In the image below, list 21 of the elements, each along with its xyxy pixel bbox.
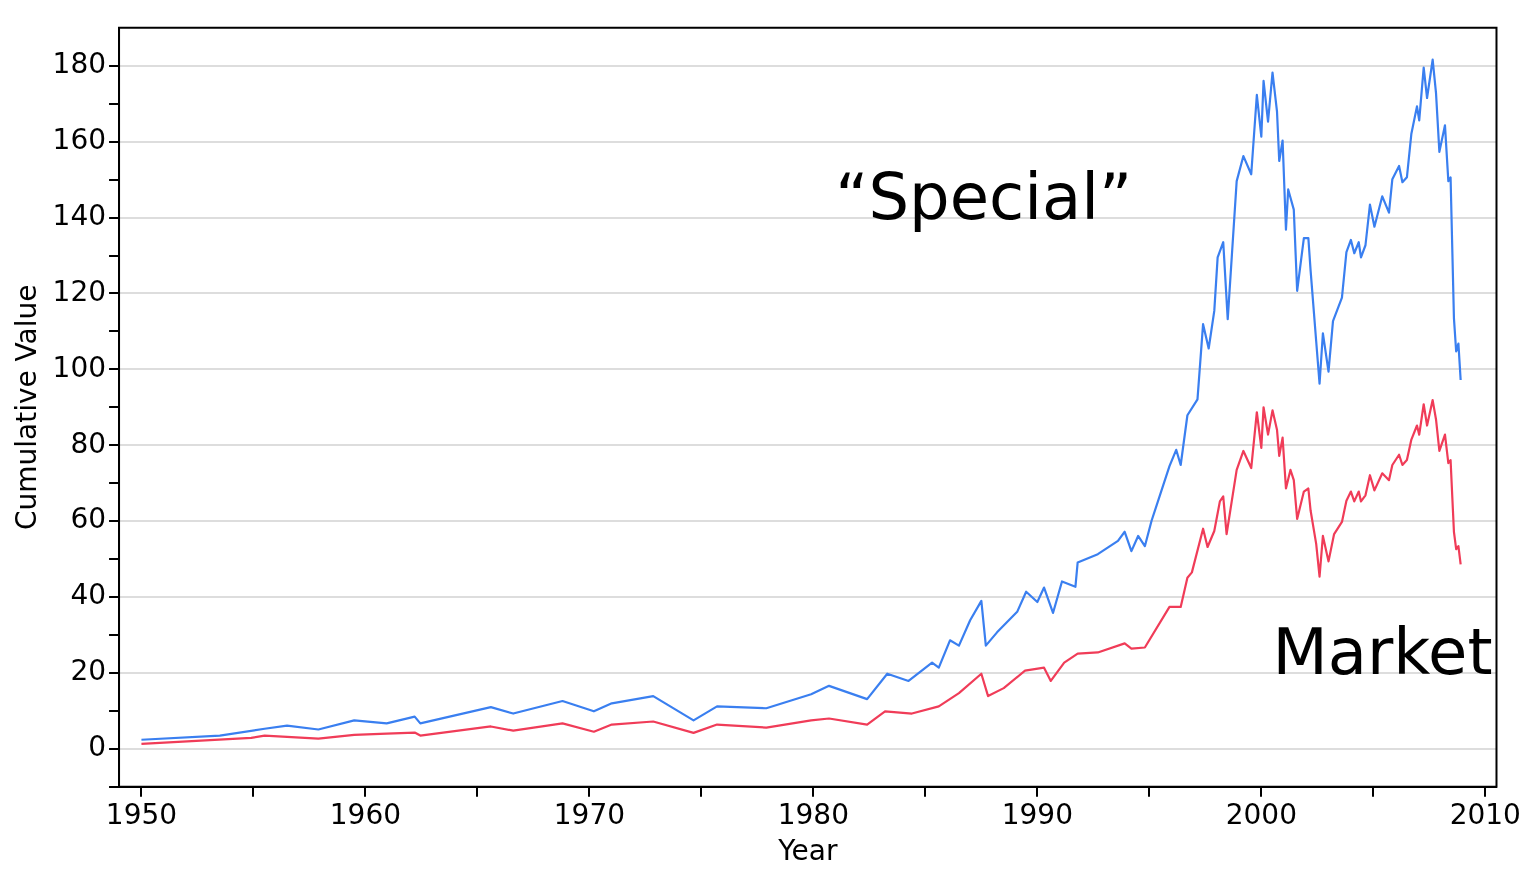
x-tick-label: 1960 — [329, 797, 402, 831]
series-label: Market — [1272, 615, 1493, 690]
y-tick-label: 140 — [52, 198, 107, 232]
y-tick-label: 100 — [52, 350, 107, 384]
y-tick-label: 120 — [52, 274, 107, 308]
y-tick-label: 20 — [70, 654, 107, 688]
x-tick-label: 1970 — [553, 797, 626, 831]
y-axis-title: Cumulative Value — [10, 284, 44, 531]
x-tick-label: 1950 — [105, 797, 178, 831]
y-tick-label: 160 — [52, 122, 107, 156]
y-tick-label: 0 — [88, 730, 107, 764]
x-axis-title: Year — [777, 834, 838, 868]
x-tick-label: 1990 — [1001, 797, 1073, 831]
x-tick-label: 2010 — [1449, 797, 1521, 831]
x-tick-label: 1980 — [777, 797, 849, 831]
x-tick-label: 2000 — [1225, 797, 1297, 831]
y-tick-label: 180 — [52, 47, 107, 81]
y-tick-label: 80 — [70, 426, 107, 460]
y-tick-label: 40 — [70, 578, 107, 612]
series-label: “Special” — [835, 159, 1133, 234]
y-tick-label: 60 — [70, 502, 107, 536]
